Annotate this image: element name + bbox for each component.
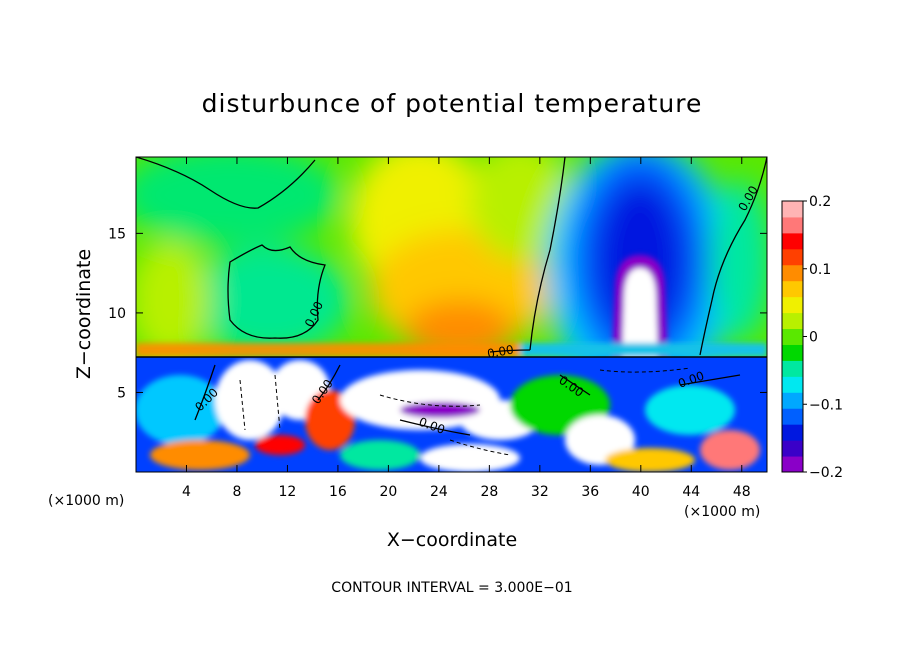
colorbar-swatch: [782, 344, 803, 361]
x-tick-label: 4: [182, 484, 191, 500]
x-unit-left: (×1000 m): [48, 493, 124, 509]
colorbar-tick-label: 0.2: [809, 194, 831, 210]
colorbar-swatch: [782, 408, 803, 425]
x-unit-right: (×1000 m): [684, 504, 760, 520]
colorbar-swatch: [782, 264, 803, 282]
x-tick-label: 12: [279, 484, 297, 500]
colorbar-swatch: [782, 296, 803, 314]
x-tick-label: 28: [480, 484, 498, 500]
colorbar-swatch: [782, 328, 803, 345]
x-tick-label: 40: [632, 484, 650, 500]
colorbar-swatch: [782, 201, 803, 218]
x-tick-label: 16: [329, 484, 347, 500]
colorbar: [781, 200, 804, 473]
colorbar-tick-label: −0.2: [809, 465, 843, 481]
x-tick-label: 24: [430, 484, 448, 500]
plot-frame: [135, 156, 768, 473]
chart-title: disturbunce of potential temperature: [202, 89, 703, 118]
contour-label: 0.00: [486, 343, 515, 361]
x-tick-label: 48: [733, 484, 751, 500]
colorbar-swatch: [782, 312, 803, 330]
x-axis: 4 8 12 16 20 24 28 32 36 40 44 48: [182, 157, 751, 500]
colorbar-swatch: [782, 248, 803, 266]
colorbar-swatch: [782, 232, 803, 250]
colorbar-swatch: [782, 424, 803, 441]
heatmap-field: [136, 157, 767, 472]
colorbar-swatch: [782, 376, 803, 393]
y-axis-label: Z−coordinate: [73, 249, 95, 379]
colorbar-swatch: [782, 456, 803, 473]
colorbar-tick-label: −0.1: [809, 397, 843, 413]
y-axis: 5 10 15: [108, 226, 767, 401]
x-axis-label: X−coordinate: [387, 529, 517, 551]
y-tick-label: 15: [108, 226, 126, 242]
colorbar-tick-label: 0.1: [809, 262, 831, 278]
x-tick-label: 32: [531, 484, 549, 500]
y-tick-label: 10: [108, 306, 126, 322]
colorbar-swatch: [782, 440, 803, 457]
x-tick-label: 44: [682, 484, 700, 500]
colorbar-swatch: [782, 360, 803, 377]
y-tick-label: 5: [117, 385, 126, 401]
colorbar-tick-label: 0: [809, 330, 818, 346]
contour-interval-note: CONTOUR INTERVAL = 3.000E−01: [331, 580, 572, 596]
colorbar-swatch: [782, 280, 803, 298]
colorbar-swatch: [782, 216, 803, 234]
x-tick-label: 36: [581, 484, 599, 500]
x-tick-label: 8: [232, 484, 241, 500]
colorbar-ticks: 0.2 0.1 0 −0.1 −0.2: [803, 194, 843, 481]
x-tick-label: 20: [379, 484, 397, 500]
colorbar-swatch: [782, 392, 803, 409]
